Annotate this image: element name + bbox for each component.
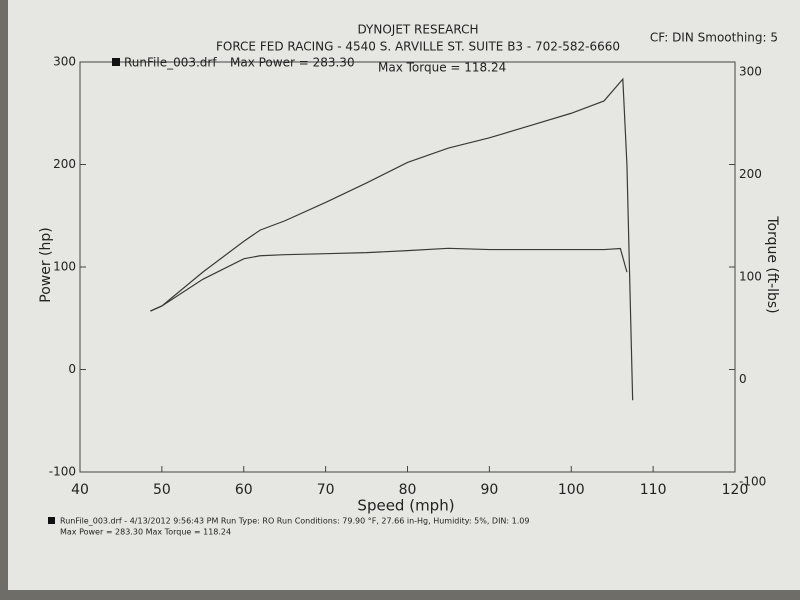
x-tick-label: 40 bbox=[71, 482, 89, 498]
paper bbox=[8, 0, 800, 590]
y2-tick-label: 300 bbox=[739, 65, 762, 79]
y-tick-label: -100 bbox=[49, 465, 76, 479]
footer-line: Max Power = 283.30 Max Torque = 118.24 bbox=[60, 528, 231, 537]
y2-tick-label: -100 bbox=[739, 475, 766, 489]
y2-tick-label: 100 bbox=[739, 270, 762, 284]
x-tick-label: 50 bbox=[153, 482, 171, 498]
annotation: Max Power = 283.30 bbox=[230, 56, 355, 70]
series-line bbox=[150, 247, 628, 312]
annotation: Max Torque = 118.24 bbox=[378, 61, 506, 75]
x-tick-label: 70 bbox=[317, 482, 335, 498]
settings-label: CF: DIN Smoothing: 5 bbox=[650, 31, 778, 45]
x-axis-label: Speed (mph) bbox=[357, 497, 454, 515]
y-tick-label: 200 bbox=[53, 157, 76, 171]
chart-subtitle: FORCE FED RACING - 4540 S. ARVILLE ST. S… bbox=[216, 40, 620, 54]
legend-swatch bbox=[112, 58, 120, 66]
y2-axis-label: Torque (ft-lbs) bbox=[764, 215, 780, 313]
y2-tick-label: 0 bbox=[739, 372, 747, 386]
legend-label: RunFile_003.drf bbox=[124, 56, 217, 70]
y-tick-label: 0 bbox=[68, 362, 76, 376]
footer-line: RunFile_003.drf - 4/13/2012 9:56:43 PM R… bbox=[60, 517, 529, 526]
y-axis-label: Power (hp) bbox=[38, 227, 54, 302]
x-tick-label: 90 bbox=[480, 482, 498, 498]
y-tick-label: 300 bbox=[53, 55, 76, 69]
y-tick-label: 100 bbox=[53, 260, 76, 274]
footer-swatch bbox=[48, 517, 55, 524]
y2-tick-label: 200 bbox=[739, 167, 762, 181]
x-tick-label: 80 bbox=[399, 482, 417, 498]
x-tick-label: 100 bbox=[558, 482, 585, 498]
series-line bbox=[150, 77, 634, 401]
x-tick-label: 60 bbox=[235, 482, 253, 498]
x-tick-label: 110 bbox=[640, 482, 667, 498]
chart-title: DYNOJET RESEARCH bbox=[357, 23, 478, 37]
x-tick-label: 120 bbox=[722, 482, 749, 498]
